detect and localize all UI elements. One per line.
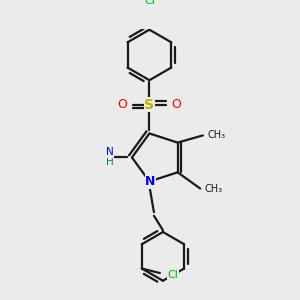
- Text: Cl: Cl: [167, 270, 178, 280]
- Text: CH₃: CH₃: [207, 130, 226, 140]
- Text: O: O: [117, 98, 127, 111]
- Text: CH₃: CH₃: [205, 184, 223, 194]
- Text: H: H: [106, 157, 113, 167]
- Text: O: O: [172, 98, 182, 111]
- Text: S: S: [144, 98, 154, 112]
- Text: N: N: [106, 147, 113, 157]
- Text: N: N: [145, 175, 155, 188]
- Text: Cl: Cl: [144, 0, 155, 6]
